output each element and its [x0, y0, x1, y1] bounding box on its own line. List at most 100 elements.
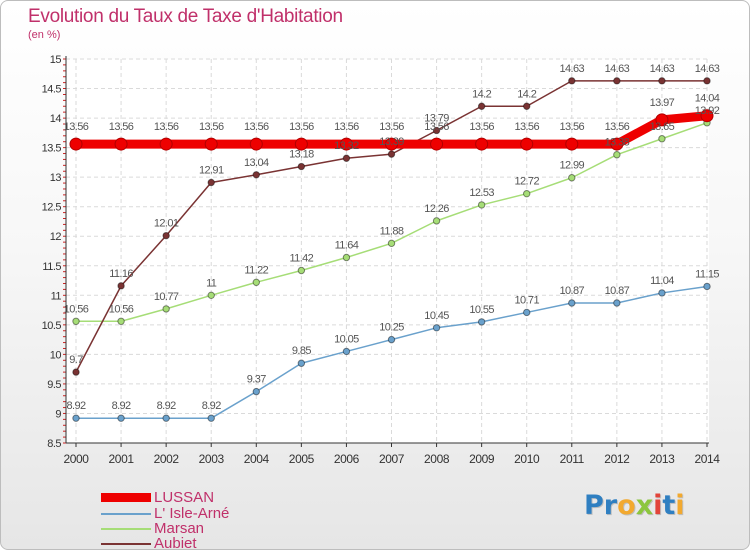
- data-point: [387, 150, 396, 158]
- data-point: [387, 335, 396, 344]
- data-point: [523, 189, 531, 198]
- data-point: [387, 239, 396, 248]
- data-point: [117, 317, 125, 326]
- y-tick-label: 8.5: [47, 438, 61, 450]
- data-point: [162, 231, 170, 240]
- data-point: [297, 162, 306, 171]
- data-point: [69, 137, 83, 151]
- data-label: 8.92: [66, 400, 85, 412]
- x-tick-label: 2002: [154, 452, 180, 466]
- x-tick-label: 2004: [244, 452, 270, 466]
- data-point: [477, 318, 486, 326]
- data-label: 13.97: [650, 97, 675, 109]
- data-label-layer: 8.92 8.92 8.92 8.92 9.37 9.85 10.05 10.25 10.45 1…: [64, 63, 721, 412]
- x-tick-label: 2001: [109, 452, 135, 466]
- data-label: 10.55: [469, 304, 494, 316]
- x-tick-label: 2003: [199, 452, 225, 466]
- data-point: [117, 414, 125, 422]
- data-point: [565, 137, 579, 151]
- y-tick-label: 9.5: [47, 379, 61, 391]
- logo-letter: x: [635, 490, 654, 521]
- grid-layer: [66, 58, 709, 444]
- data-label: 8.92: [112, 400, 131, 412]
- data-point: [613, 299, 621, 307]
- data-label: 13.56: [605, 121, 630, 133]
- data-point: [159, 137, 173, 151]
- data-point: [207, 178, 215, 187]
- data-label: 13.92: [695, 105, 720, 117]
- legend-label: L' Isle-Arné: [154, 505, 230, 522]
- proxiti-logo: Proxiti: [584, 490, 685, 521]
- data-point: [385, 137, 398, 151]
- data-label: 13.65: [650, 121, 675, 133]
- data-point: [520, 137, 534, 151]
- plot-area: [66, 59, 709, 443]
- data-label: 14.63: [560, 63, 585, 75]
- y-tick-label: 14: [50, 113, 62, 125]
- x-tick-label: 2006: [334, 452, 360, 466]
- axis-layer: 8.5 9 9.5 10 10.5 11 11.5 12 12.5 13 13.5 14 14.5 15 2…: [42, 54, 721, 466]
- data-point: [342, 347, 351, 356]
- data-label: 9.7: [69, 354, 83, 366]
- data-label: 11: [206, 277, 217, 289]
- data-point: [523, 102, 531, 110]
- data-label: 10.71: [514, 294, 539, 306]
- data-point: [117, 282, 125, 290]
- data-point: [342, 253, 351, 262]
- legend-label: Aubiet: [154, 535, 197, 550]
- data-label: 13.04: [244, 157, 269, 169]
- data-label: 14.63: [695, 63, 720, 75]
- data-label: 13.56: [109, 121, 134, 133]
- x-tick-label: 2014: [694, 452, 720, 466]
- data-label: 12.53: [469, 187, 494, 199]
- data-label: 13.38: [605, 137, 630, 149]
- data-point: [432, 324, 441, 332]
- series-layer: [69, 77, 714, 422]
- x-tick-label: 2000: [63, 452, 89, 466]
- logo-letter: o: [617, 490, 636, 521]
- data-point: [477, 102, 486, 110]
- data-point: [703, 77, 711, 85]
- x-tick-label: 2011: [560, 452, 585, 466]
- data-point: [430, 137, 444, 151]
- data-label: 13.56: [244, 121, 269, 133]
- legend-label: Marsan: [154, 520, 205, 537]
- legend-swatch: [101, 528, 151, 530]
- data-point: [114, 137, 128, 151]
- y-tick-label: 10.5: [42, 320, 62, 332]
- data-label: 12.26: [424, 203, 449, 215]
- x-tick-label: 2005: [289, 452, 315, 466]
- data-label: 10.56: [64, 303, 89, 315]
- data-point: [658, 135, 666, 143]
- x-tick-label: 2009: [469, 452, 495, 466]
- y-tick-label: 9: [55, 408, 61, 420]
- legend-swatch: [101, 493, 151, 502]
- data-point: [72, 414, 80, 422]
- data-point: [339, 137, 353, 151]
- data-label: 11.64: [335, 239, 359, 251]
- data-label: 8.92: [202, 400, 221, 412]
- data-label: 13.18: [289, 149, 314, 161]
- data-label: 13.56: [379, 121, 404, 133]
- data-point: [207, 291, 215, 300]
- logo-letter: P: [584, 490, 604, 521]
- data-point: [477, 201, 486, 209]
- data-label: 14.63: [605, 63, 630, 75]
- data-point: [432, 126, 441, 135]
- data-point: [610, 137, 624, 151]
- data-point: [249, 137, 263, 151]
- data-point: [252, 171, 260, 179]
- y-tick-label: 11.5: [42, 261, 61, 273]
- chart-subtitle: (en %): [28, 29, 61, 41]
- data-point: [523, 308, 531, 317]
- data-point: [700, 109, 714, 123]
- data-label: 12.01: [154, 218, 179, 230]
- data-point: [703, 282, 711, 291]
- data-point: [568, 299, 576, 307]
- data-label: 13.32: [334, 140, 359, 152]
- data-label: 14.04: [695, 93, 720, 105]
- data-point: [72, 317, 80, 326]
- x-tick-label: 2008: [424, 452, 450, 466]
- data-point: [568, 174, 576, 182]
